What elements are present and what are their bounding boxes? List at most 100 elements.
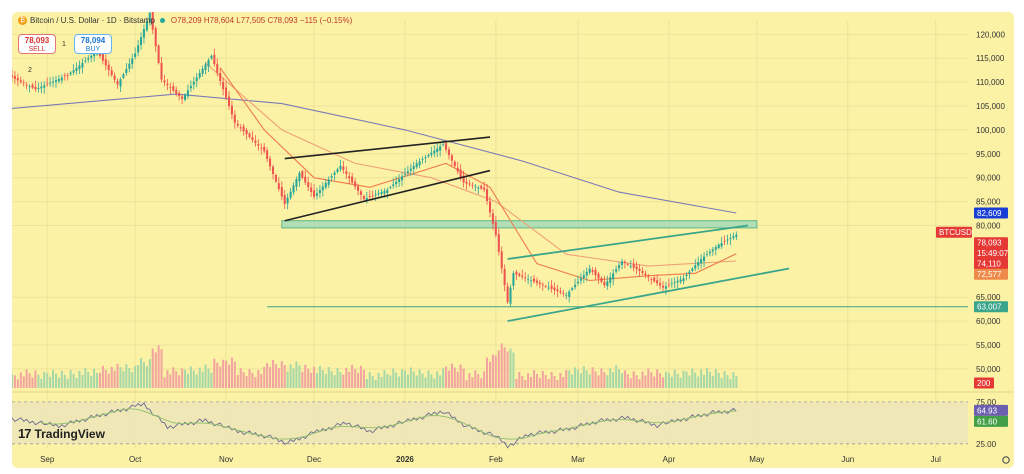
candle-body[interactable] <box>148 12 151 23</box>
candle-body[interactable] <box>345 171 348 175</box>
rsi-line[interactable] <box>12 402 737 449</box>
candle-body[interactable] <box>679 279 682 282</box>
candle-body[interactable] <box>729 238 732 239</box>
candle-body[interactable] <box>664 286 667 289</box>
candle-body[interactable] <box>233 114 236 123</box>
candle-body[interactable] <box>491 213 494 224</box>
candle-body[interactable] <box>453 161 456 167</box>
candle-body[interactable] <box>333 172 336 175</box>
candle-body[interactable] <box>421 159 424 160</box>
candle-body[interactable] <box>576 281 579 284</box>
candle-body[interactable] <box>398 179 401 183</box>
candle-body[interactable] <box>257 144 260 146</box>
candle-body[interactable] <box>46 83 49 85</box>
candle-body[interactable] <box>447 149 450 156</box>
candle-body[interactable] <box>192 81 195 85</box>
candle-body[interactable] <box>263 146 266 152</box>
candle-body[interactable] <box>415 163 418 168</box>
candle-body[interactable] <box>110 70 113 75</box>
candle-body[interactable] <box>723 240 726 242</box>
candle-body[interactable] <box>160 63 163 80</box>
candle-body[interactable] <box>301 171 304 178</box>
candle-body[interactable] <box>527 279 530 281</box>
candle-body[interactable] <box>697 262 700 266</box>
candle-body[interactable] <box>307 182 310 188</box>
candle-body[interactable] <box>269 158 272 167</box>
candle-body[interactable] <box>477 187 480 189</box>
candle-body[interactable] <box>418 161 421 166</box>
candle-body[interactable] <box>330 176 333 178</box>
candle-body[interactable] <box>412 166 415 169</box>
candle-body[interactable] <box>184 94 187 100</box>
candle-body[interactable] <box>494 222 497 236</box>
candle-body[interactable] <box>137 45 140 53</box>
candle-body[interactable] <box>242 126 245 132</box>
candle-body[interactable] <box>708 251 711 254</box>
ma-short-line[interactable] <box>219 67 737 282</box>
candle-body[interactable] <box>439 146 442 151</box>
candle-body[interactable] <box>119 79 122 87</box>
candle-body[interactable] <box>266 150 269 159</box>
candle-body[interactable] <box>195 77 198 81</box>
candle-body[interactable] <box>181 96 184 99</box>
candle-body[interactable] <box>186 90 189 97</box>
candle-body[interactable] <box>676 280 679 283</box>
trendline-channel-upper[interactable] <box>507 224 749 260</box>
candle-body[interactable] <box>662 285 665 288</box>
candle-body[interactable] <box>52 81 55 83</box>
candle-body[interactable] <box>653 277 656 282</box>
candle-body[interactable] <box>69 72 72 75</box>
candle-body[interactable] <box>503 268 506 286</box>
trendline-channel-lower[interactable] <box>507 267 790 322</box>
candle-body[interactable] <box>289 191 292 198</box>
candle-body[interactable] <box>84 60 87 62</box>
candle-body[interactable] <box>635 266 638 270</box>
candle-body[interactable] <box>298 172 301 182</box>
candle-body[interactable] <box>553 287 556 291</box>
candle-body[interactable] <box>623 261 626 263</box>
sell-button[interactable]: 78,093 SELL <box>18 34 56 54</box>
candle-body[interactable] <box>286 197 289 204</box>
candle-body[interactable] <box>509 287 512 304</box>
candle-body[interactable] <box>274 175 277 182</box>
candle-body[interactable] <box>547 287 550 289</box>
candle-body[interactable] <box>682 278 685 282</box>
candle-body[interactable] <box>703 256 706 262</box>
candle-body[interactable] <box>571 288 574 290</box>
tradingview-logo[interactable]: 17 TradingView <box>18 426 105 441</box>
order-quantity[interactable]: 1 <box>62 41 66 48</box>
candle-body[interactable] <box>568 291 571 297</box>
candle-body[interactable] <box>603 281 606 286</box>
candle-body[interactable] <box>515 271 518 275</box>
candle-body[interactable] <box>459 169 462 178</box>
candle-body[interactable] <box>644 273 647 276</box>
candle-body[interactable] <box>471 185 474 186</box>
candle-body[interactable] <box>377 193 380 195</box>
candle-body[interactable] <box>706 254 709 255</box>
candle-body[interactable] <box>606 281 609 286</box>
candle-body[interactable] <box>304 176 307 183</box>
candle-body[interactable] <box>277 183 280 189</box>
candle-body[interactable] <box>521 275 524 277</box>
candle-body[interactable] <box>245 130 248 135</box>
candle-body[interactable] <box>57 78 60 82</box>
candle-body[interactable] <box>178 93 181 97</box>
candle-body[interactable] <box>101 53 104 61</box>
candle-body[interactable] <box>230 105 233 115</box>
candle-body[interactable] <box>694 265 697 269</box>
candle-body[interactable] <box>49 82 52 84</box>
trendline-wedge-upper[interactable] <box>284 136 491 160</box>
candle-body[interactable] <box>248 133 251 138</box>
candle-body[interactable] <box>650 279 653 280</box>
candle-body[interactable] <box>403 173 406 175</box>
candle-body[interactable] <box>445 143 448 150</box>
candle-body[interactable] <box>228 96 231 106</box>
candle-body[interactable] <box>500 251 503 269</box>
candle-body[interactable] <box>383 190 386 194</box>
candle-body[interactable] <box>40 86 43 89</box>
symbol-title[interactable]: Bitcoin / U.S. Dollar · 1D · Bitstamp <box>30 16 155 25</box>
candle-body[interactable] <box>75 67 78 71</box>
candle-body[interactable] <box>81 63 84 68</box>
candle-body[interactable] <box>462 175 465 183</box>
candle-body[interactable] <box>574 284 577 288</box>
